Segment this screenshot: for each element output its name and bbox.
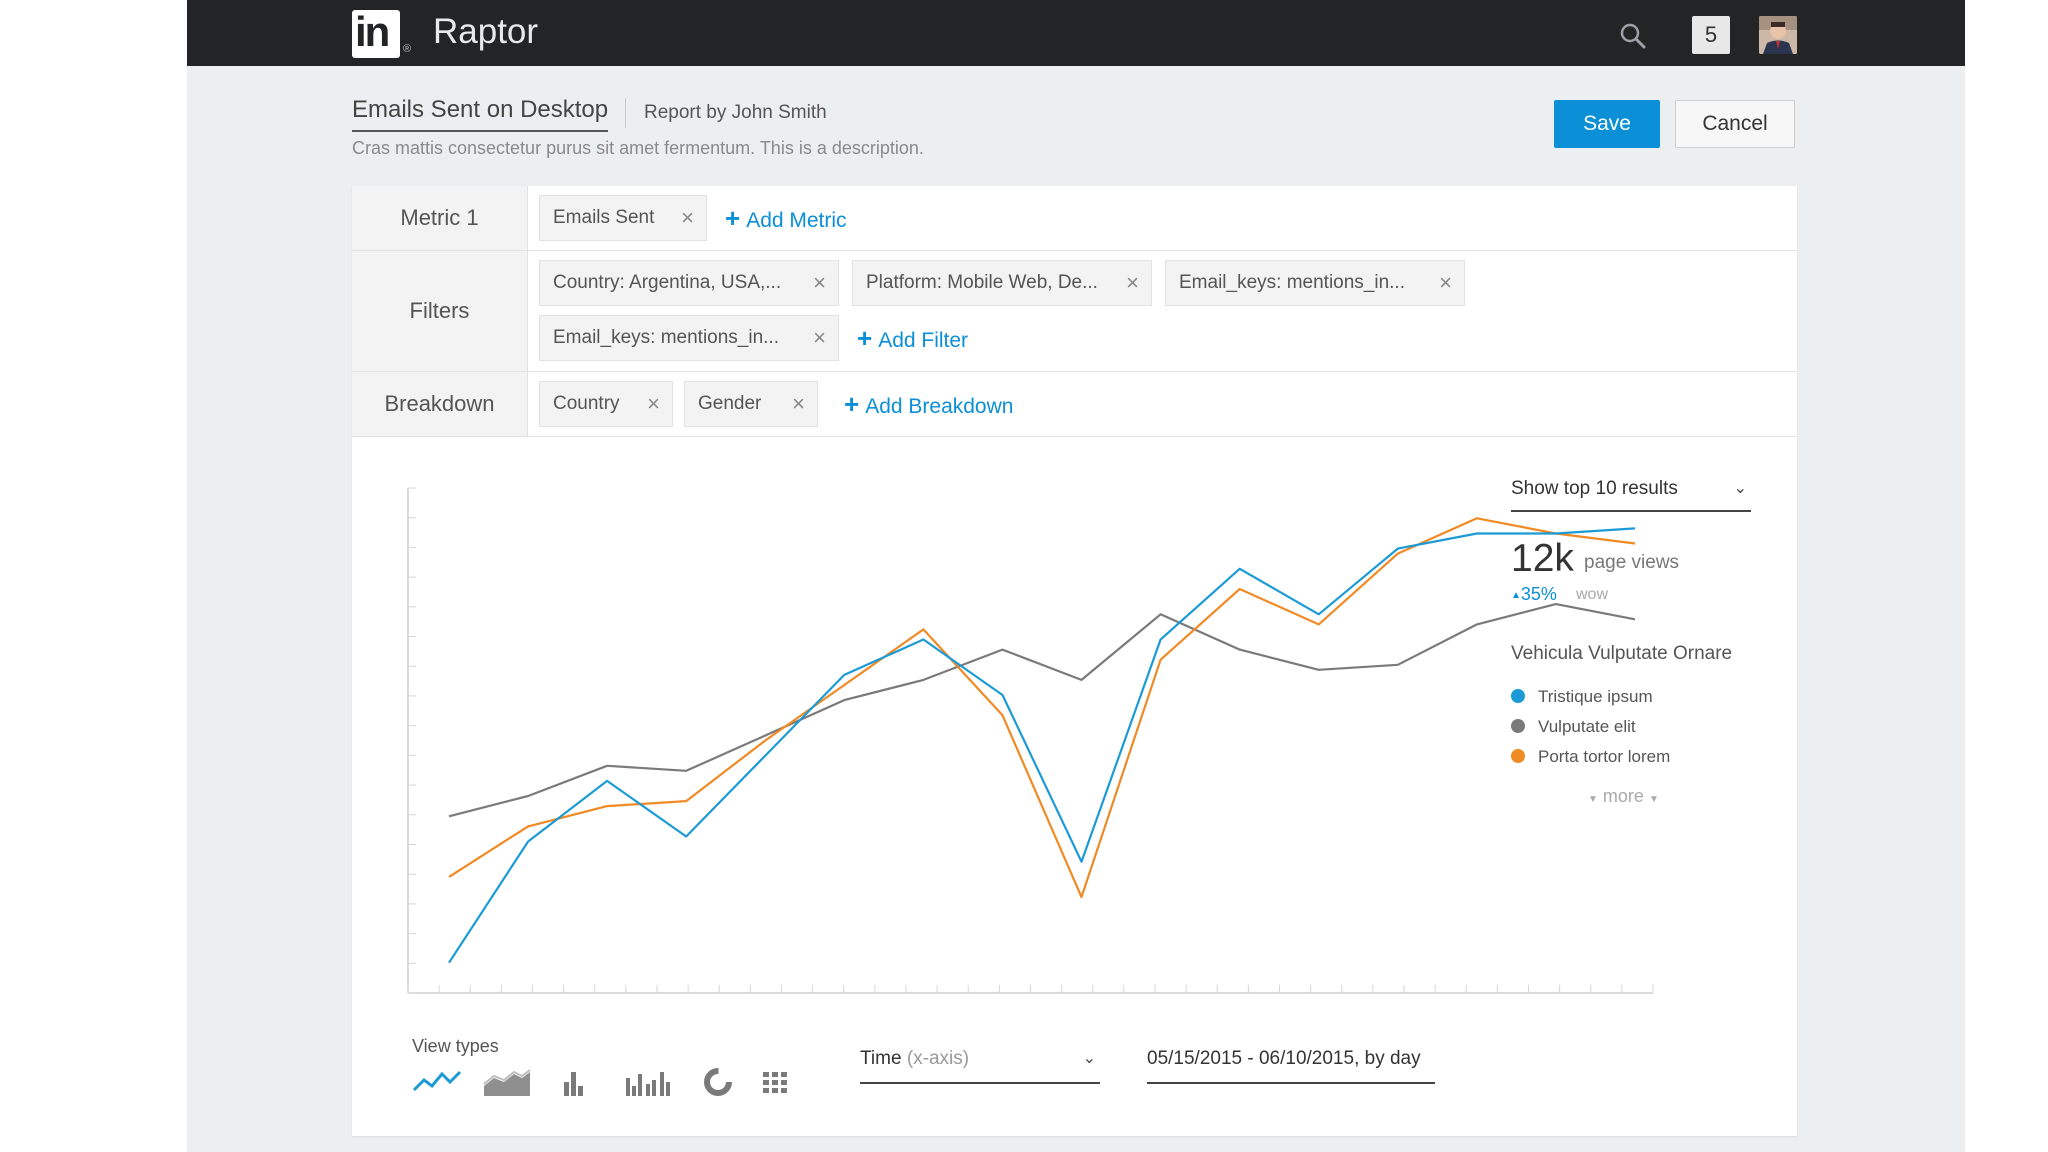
grid-table-icon[interactable] (761, 1066, 789, 1098)
legend-label: Porta tortor lorem (1538, 747, 1671, 766)
user-avatar[interactable] (1759, 16, 1797, 54)
avatar-portrait-icon (1759, 16, 1797, 54)
delta-value: 35% (1520, 584, 1557, 604)
legend-dot-icon (1511, 749, 1525, 763)
breakdown-chip-gender[interactable]: Gender × (684, 381, 818, 427)
legend-label: Tristique ipsum (1538, 687, 1653, 706)
legend-item[interactable]: Porta tortor lorem (1511, 747, 1670, 767)
grouped-bar-chart-icon[interactable] (624, 1066, 674, 1098)
plus-icon: + (844, 389, 860, 419)
filters-row: Filters Country: Argentina, USA,... × Pl… (352, 251, 1797, 372)
delta-unit: wow (1576, 586, 1609, 603)
up-arrow-icon: ▲ (1511, 590, 1521, 601)
chevron-down-icon: ⌄ (1733, 480, 1747, 497)
legend-label: Vulputate elit (1538, 717, 1636, 736)
caret-down-icon: ▼ (1648, 794, 1659, 805)
notification-badge[interactable]: 5 (1692, 16, 1730, 54)
legend-item[interactable]: Tristique ipsum (1511, 687, 1653, 707)
x-axis-select[interactable]: Time (x-axis) ⌄ (860, 1048, 1100, 1084)
legend-dot-icon (1511, 719, 1525, 733)
report-title[interactable]: Emails Sent on Desktop (352, 96, 609, 132)
linkedin-logo[interactable]: in (352, 8, 400, 58)
summary-delta: ▲35% (1511, 584, 1557, 605)
x-axis-select-label: Time (860, 1048, 902, 1069)
remove-icon[interactable]: × (647, 391, 660, 416)
caret-down-icon: ▼ (1588, 794, 1598, 805)
chip-label: Platform: Mobile Web, De... (866, 272, 1098, 293)
filter-chip-platform[interactable]: Platform: Mobile Web, De... × (852, 260, 1152, 306)
logo-text: in (355, 8, 390, 55)
metric-row: Metric 1 Emails Sent × + Add Metric (352, 186, 1797, 251)
remove-icon[interactable]: × (1439, 270, 1452, 295)
legend-dot-icon (1511, 689, 1525, 703)
bar-chart-icon[interactable] (560, 1066, 588, 1098)
chip-label: Email_keys: mentions_in... (1179, 272, 1405, 293)
filter-chip-email-keys[interactable]: Email_keys: mentions_in... × (1165, 260, 1465, 306)
add-filter-label: Add Filter (878, 329, 969, 352)
save-button[interactable]: Save (1554, 100, 1660, 148)
search-icon[interactable] (1619, 22, 1647, 50)
view-types-label: View types (412, 1036, 499, 1056)
results-select-label: Show top 10 results (1511, 478, 1678, 499)
summary-label: page views (1584, 552, 1680, 573)
title-divider (625, 98, 626, 128)
summary-value: 12k (1511, 537, 1574, 580)
filter-chip-email-keys-2[interactable]: Email_keys: mentions_in... × (539, 315, 839, 361)
legend-title: Vehicula Vulputate Ornare (1511, 643, 1733, 664)
metric-chip-emails-sent[interactable]: Emails Sent × (539, 195, 707, 241)
remove-icon[interactable]: × (792, 391, 805, 416)
more-label: more (1602, 786, 1644, 806)
more-toggle[interactable]: ▼ more ▼ (1588, 786, 1659, 807)
add-metric-label: Add Metric (746, 209, 847, 232)
chip-label: Gender (698, 393, 762, 414)
chevron-down-icon: ⌄ (1082, 1050, 1096, 1067)
add-breakdown-button[interactable]: + Add Breakdown (844, 381, 1013, 430)
registered-mark-icon: ® (403, 43, 412, 55)
date-range-label: 05/15/2015 - 06/10/2015, by day (1147, 1048, 1421, 1069)
report-author: Report by John Smith (644, 102, 827, 123)
remove-icon[interactable]: × (813, 270, 826, 295)
metric-row-label: Metric 1 (352, 186, 528, 250)
area-chart-icon[interactable] (482, 1066, 532, 1098)
add-filter-button[interactable]: + Add Filter (857, 315, 968, 364)
results-count-select[interactable]: Show top 10 results ⌄ (1511, 478, 1751, 512)
report-description[interactable]: Cras mattis consectetur purus sit amet f… (352, 138, 924, 158)
top-navbar: in ® Raptor 5 (187, 0, 1965, 66)
date-range-field[interactable]: 05/15/2015 - 06/10/2015, by day (1147, 1048, 1435, 1084)
chip-label: Emails Sent (553, 207, 655, 228)
filter-chip-country[interactable]: Country: Argentina, USA,... × (539, 260, 839, 306)
app-name: Raptor (433, 12, 539, 51)
breakdown-row-label: Breakdown (352, 372, 528, 436)
breakdown-row: Breakdown Country × Gender × + Add Breakd… (352, 372, 1797, 437)
filters-row-label: Filters (352, 251, 528, 371)
remove-icon[interactable]: × (1126, 270, 1139, 295)
chip-label: Country (553, 393, 620, 414)
plus-icon: + (725, 203, 741, 233)
line-chart-icon[interactable] (412, 1066, 462, 1098)
breakdown-chip-country[interactable]: Country × (539, 381, 673, 427)
chip-label: Country: Argentina, USA,... (553, 272, 782, 293)
donut-chart-icon[interactable] (702, 1066, 734, 1098)
remove-icon[interactable]: × (681, 205, 694, 230)
x-axis-select-hint: (x-axis) (906, 1048, 970, 1069)
chip-label: Email_keys: mentions_in... (553, 327, 779, 348)
add-metric-button[interactable]: + Add Metric (725, 195, 847, 244)
plus-icon: + (857, 323, 873, 353)
legend-item[interactable]: Vulputate elit (1511, 717, 1636, 737)
remove-icon[interactable]: × (813, 325, 826, 350)
add-breakdown-label: Add Breakdown (865, 395, 1014, 418)
app-window: in ® Raptor 5 Emails Sent on Desktop Rep… (187, 0, 1965, 1152)
cancel-button[interactable]: Cancel (1675, 100, 1795, 148)
